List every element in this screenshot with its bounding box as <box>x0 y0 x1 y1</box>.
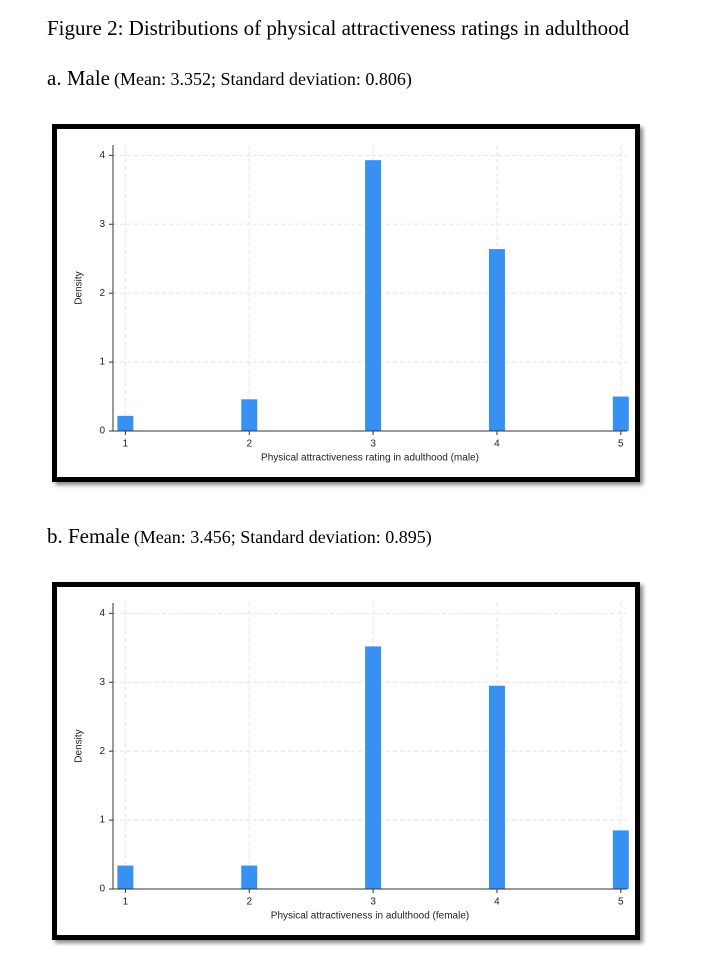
y-tick-label: 4 <box>99 608 105 619</box>
x-tick-label: 1 <box>123 897 129 908</box>
x-tick-label: 1 <box>123 439 129 450</box>
x-tick-label: 5 <box>618 897 624 908</box>
bar <box>365 160 382 431</box>
panel-subtitle: (Mean: 3.352; Standard deviation: 0.806) <box>113 69 412 89</box>
y-tick-label: 3 <box>99 219 105 230</box>
bar <box>365 646 382 889</box>
panel-subtitle: (Mean: 3.456; Standard deviation: 0.895) <box>133 527 432 547</box>
bar <box>488 685 505 889</box>
panel-title: b. Female <box>47 524 130 548</box>
x-tick-label: 3 <box>370 897 376 908</box>
chart: 0 1 2 3 4 1 2 3 4 5 Physical attractiveness rating… <box>52 124 640 482</box>
bar <box>241 865 258 889</box>
y-tick-label: 0 <box>99 884 105 895</box>
panel-title: a. Male <box>47 66 110 90</box>
panel-heading: b. Female (Mean: 3.456; Standard deviati… <box>47 524 432 549</box>
x-tick-label: 4 <box>494 439 500 450</box>
y-tick-label: 3 <box>99 677 105 688</box>
bar <box>488 249 505 431</box>
y-tick-label: 1 <box>99 357 105 368</box>
chart: 0 1 2 3 4 1 2 3 4 5 Physical attractiveness in adu… <box>52 582 640 940</box>
y-tick-label: 2 <box>99 746 105 757</box>
x-tick-label: 3 <box>370 439 376 450</box>
bar <box>117 865 134 889</box>
y-tick-label: 2 <box>99 288 105 299</box>
bar <box>612 396 629 431</box>
x-axis-title: Physical attractiveness in adulthood (fe… <box>271 911 469 922</box>
panel-heading: a. Male (Mean: 3.352; Standard deviation… <box>47 66 412 91</box>
x-tick-label: 2 <box>246 897 252 908</box>
x-tick-label: 4 <box>494 897 500 908</box>
y-tick-label: 0 <box>99 426 105 437</box>
bar <box>241 399 258 431</box>
bar <box>117 415 134 431</box>
x-tick-label: 2 <box>246 439 252 450</box>
y-tick-label: 4 <box>99 150 105 161</box>
x-tick-label: 5 <box>618 439 624 450</box>
bar <box>612 830 629 889</box>
y-tick-label: 1 <box>99 815 105 826</box>
y-axis-title: Density <box>74 729 85 762</box>
x-axis-title: Physical attractiveness rating in adulth… <box>261 453 479 464</box>
y-axis-title: Density <box>74 271 85 304</box>
figure-title: Figure 2: Distributions of physical attr… <box>47 16 630 40</box>
